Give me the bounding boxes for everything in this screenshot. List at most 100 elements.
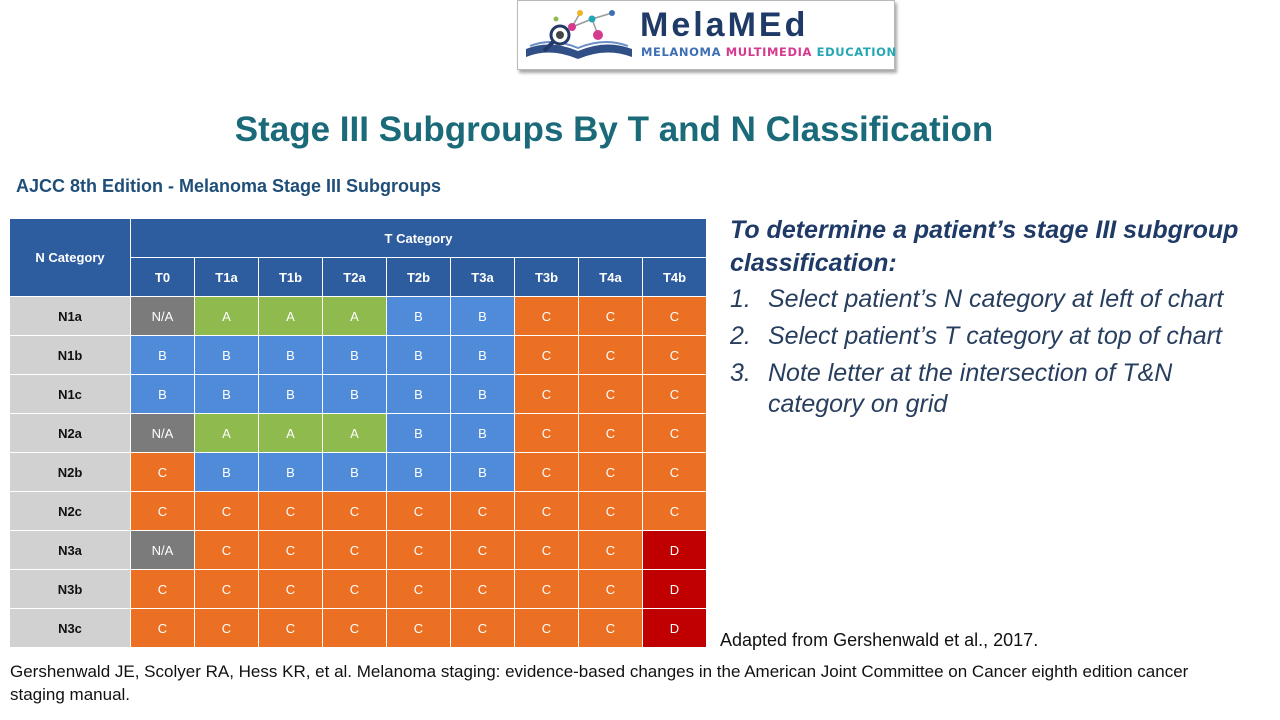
step-number: 1. — [730, 285, 751, 313]
grid-cell: C — [386, 491, 451, 531]
grid-cell: C — [322, 569, 387, 609]
logo-tagline-melanoma: MELANOMA — [641, 45, 726, 59]
instruction-step: 1. Select patient’s N category at left of… — [730, 284, 1275, 315]
row-label-n3c: N3c — [9, 608, 131, 648]
grid-cell: C — [514, 413, 579, 453]
instructions-list: 1. Select patient’s N category at left of… — [730, 284, 1275, 420]
row-label-n2c: N2c — [9, 491, 131, 531]
grid-cell: C — [450, 608, 515, 648]
row-label-n2a: N2a — [9, 413, 131, 453]
grid-cell: B — [322, 452, 387, 492]
grid-cell: C — [450, 569, 515, 609]
grid-cell: C — [258, 491, 323, 531]
grid-cell: C — [578, 530, 643, 570]
row-label-n3b: N3b — [9, 569, 131, 609]
grid-cell: C — [322, 608, 387, 648]
step-text: Select patient’s T category at top of ch… — [768, 322, 1222, 350]
grid-cell: B — [450, 335, 515, 375]
column-header-t4a: T4a — [578, 257, 643, 297]
grid-cell: C — [578, 296, 643, 336]
row-label-n1a: N1a — [9, 296, 131, 336]
grid-cell: C — [386, 608, 451, 648]
logo-tagline-multimedia: MULTIMEDIA — [725, 45, 817, 59]
grid-cell: C — [578, 452, 643, 492]
grid-cell: B — [322, 374, 387, 414]
grid-cell: B — [258, 374, 323, 414]
grid-cell: C — [514, 374, 579, 414]
grid-cell: D — [642, 569, 707, 609]
table-row: N2c C C C C C C C C C — [9, 491, 707, 531]
grid-cell: D — [642, 530, 707, 570]
grid-cell: C — [258, 530, 323, 570]
table-row: N2b C B B B B B C C C — [9, 452, 707, 492]
grid-cell: C — [578, 491, 643, 531]
grid-cell: C — [514, 530, 579, 570]
grid-cell: C — [130, 452, 195, 492]
step-number: 3. — [730, 359, 751, 387]
grid-cell: C — [514, 335, 579, 375]
grid-cell: C — [514, 569, 579, 609]
grid-cell: C — [194, 530, 259, 570]
step-number: 2. — [730, 322, 751, 350]
grid-cell: C — [578, 413, 643, 453]
melamed-emblem-icon — [526, 10, 632, 59]
grid-cell: A — [322, 413, 387, 453]
grid-cell: C — [642, 491, 707, 531]
logo-tagline: MELANOMA MULTIMEDIA EDUCATION — [641, 45, 897, 59]
grid-cell: C — [642, 374, 707, 414]
grid-cell: B — [450, 296, 515, 336]
column-header-t2a: T2a — [322, 257, 387, 297]
grid-cell: B — [322, 335, 387, 375]
grid-cell: C — [386, 530, 451, 570]
column-header-t0: T0 — [130, 257, 195, 297]
logo-tagline-education: EDUCATION — [816, 45, 897, 59]
stage-grid: N Category T Category T0 T1a T1b T2a T2b T3a T… — [9, 218, 707, 648]
grid-cell: C — [130, 491, 195, 531]
table-row: N1a N/A A A A B B C C C — [9, 296, 707, 336]
grid-cell: C — [578, 608, 643, 648]
table-row: N3b C C C C C C C C D — [9, 569, 707, 609]
grid-cell: B — [386, 296, 451, 336]
grid-cell: B — [194, 374, 259, 414]
row-label-n2b: N2b — [9, 452, 131, 492]
citation: Gershenwald JE, Scolyer RA, Hess KR, et … — [10, 662, 1189, 704]
grid-cell: C — [258, 608, 323, 648]
table-row: N1b B B B B B B C C C — [9, 335, 707, 375]
grid-cell: C — [514, 608, 579, 648]
grid-cell: D — [642, 608, 707, 648]
grid-cell: C — [642, 296, 707, 336]
row-label-n1b: N1b — [9, 335, 131, 375]
grid-cell: B — [258, 335, 323, 375]
grid-cell: C — [514, 452, 579, 492]
grid-cell: C — [258, 569, 323, 609]
row-label-n3a: N3a — [9, 530, 131, 570]
grid-cell: B — [130, 335, 195, 375]
grid-cell: C — [130, 569, 195, 609]
grid-cell: B — [386, 452, 451, 492]
t-category-header: T Category — [130, 218, 707, 258]
grid-cell: C — [578, 335, 643, 375]
grid-cell: C — [194, 608, 259, 648]
grid-cell: B — [450, 374, 515, 414]
grid-cell: B — [386, 413, 451, 453]
grid-cell: C — [450, 491, 515, 531]
table-row: N1c B B B B B B C C C — [9, 374, 707, 414]
grid-cell: B — [194, 335, 259, 375]
grid-cell: C — [642, 335, 707, 375]
grid-cell: B — [386, 374, 451, 414]
column-header-t3a: T3a — [450, 257, 515, 297]
grid-cell: B — [194, 452, 259, 492]
melamed-logo: MelaMEd MELANOMA MULTIMEDIA EDUCATION — [517, 0, 897, 70]
row-label-n1c: N1c — [9, 374, 131, 414]
grid-cell: C — [322, 530, 387, 570]
instruction-step: 2. Select patient’s T category at top of … — [730, 321, 1275, 352]
grid-cell: N/A — [130, 296, 195, 336]
grid-cell: B — [450, 452, 515, 492]
instruction-step: 3. Note letter at the intersection of T&N… — [730, 358, 1275, 420]
grid-cell: C — [386, 569, 451, 609]
grid-cell: A — [322, 296, 387, 336]
grid-cell: B — [130, 374, 195, 414]
adapted-note: Adapted from Gershenwald et al., 2017. — [720, 630, 1039, 650]
page-title: Stage III Subgroups By T and N Classific… — [234, 110, 994, 149]
instructions-heading: To determine a patient’s stage III subgr… — [730, 216, 1239, 277]
